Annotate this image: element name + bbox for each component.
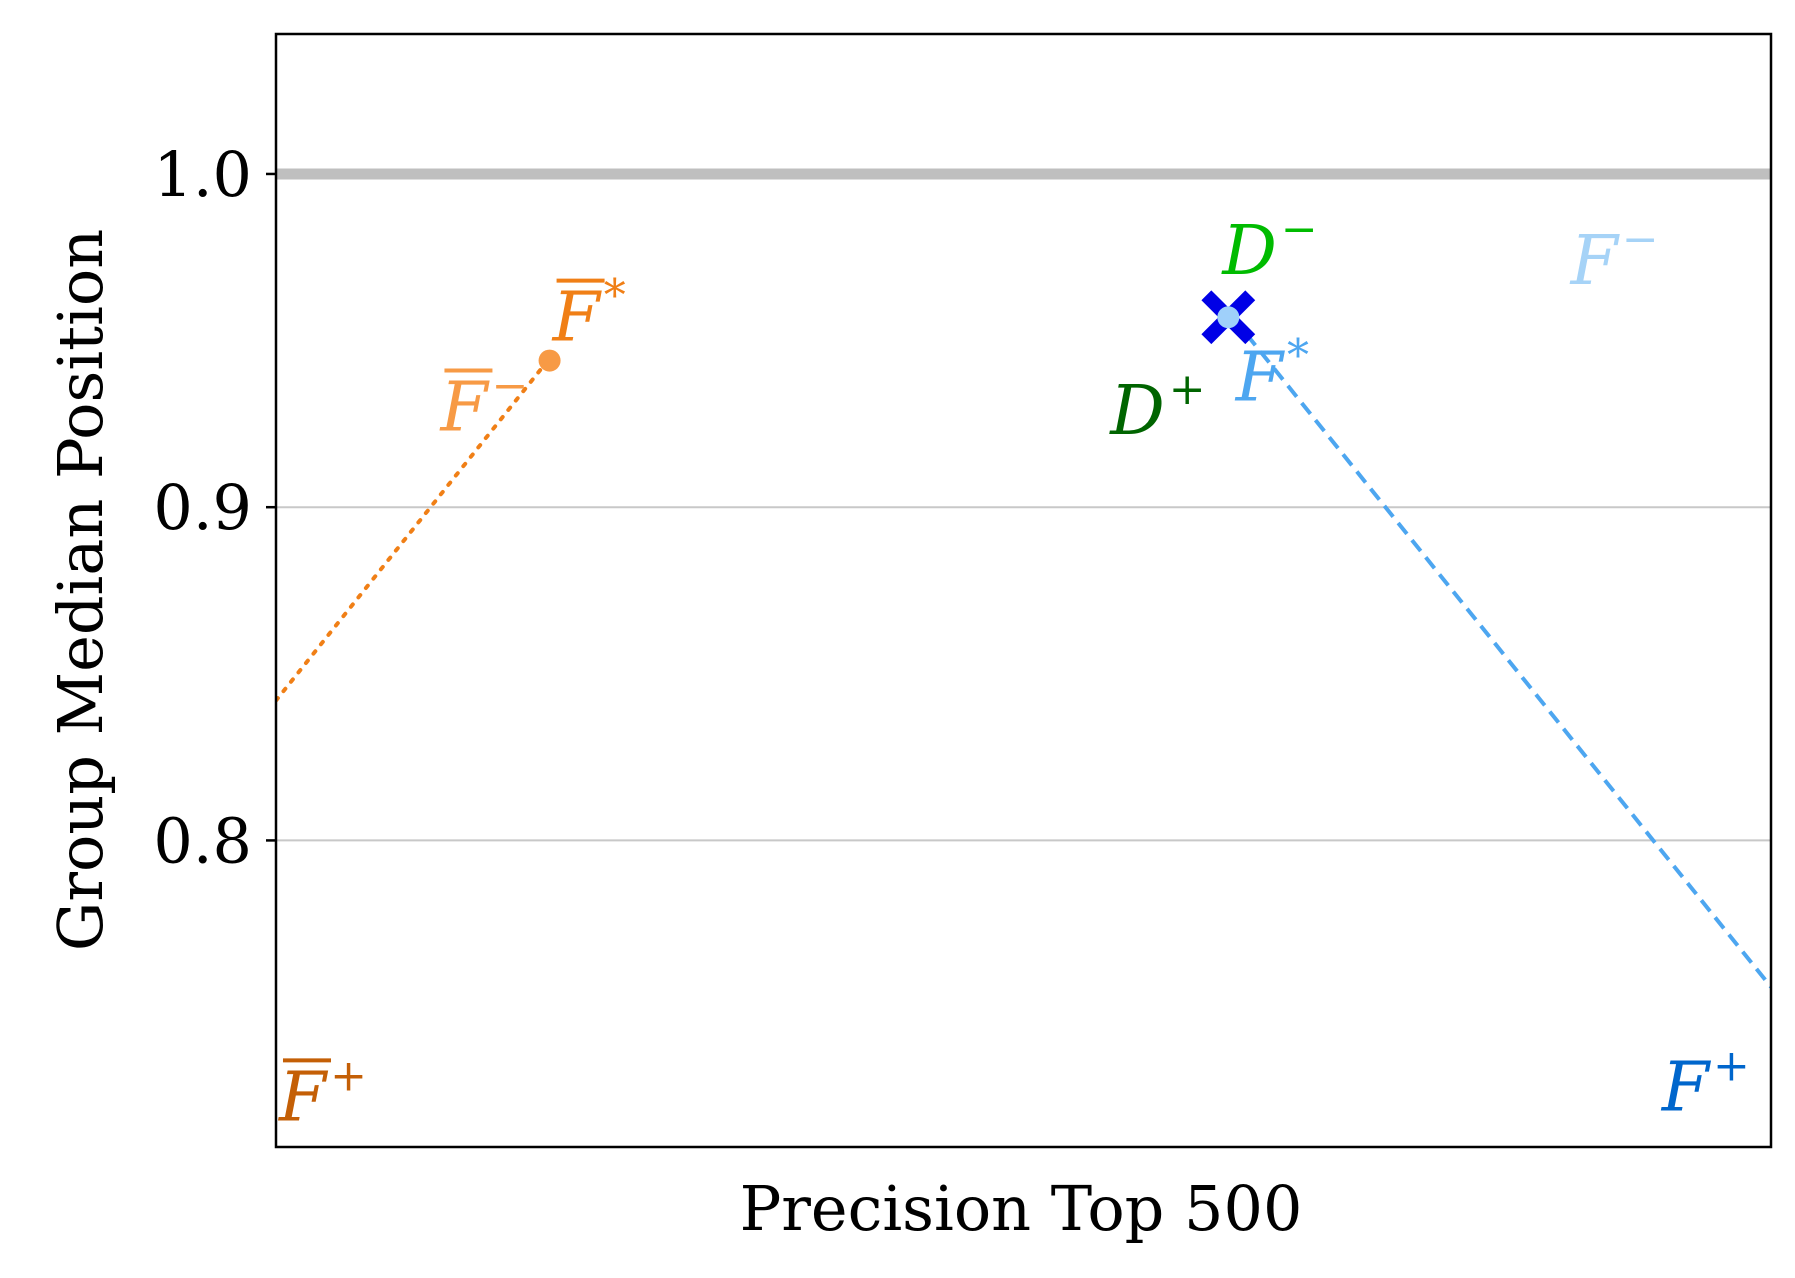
y-tick-label-1.0: 1.0 (153, 138, 252, 211)
annotation-text-4: D+ (1108, 364, 1205, 451)
axes-frame (274, 32, 1773, 1149)
annotation-text-7: F+ (1660, 1040, 1750, 1127)
annotation-text-6: F− (1569, 214, 1659, 301)
annotation-base-1: F (438, 369, 490, 448)
annotation-text-2: F+ (277, 1050, 367, 1137)
annotation-F-1: F− (438, 361, 528, 448)
marker-circle-2 (1217, 306, 1240, 329)
annotation-F-5: F* (1234, 331, 1309, 418)
annotation-text-1: F− (438, 361, 528, 448)
y-axis-label: Group Median Position (44, 229, 117, 951)
series-line-1 (1231, 315, 1771, 989)
annotation-base-7: F (1660, 1048, 1712, 1127)
annotation-D-4: D+ (1108, 364, 1205, 451)
annotation-F-2: F+ (277, 1050, 367, 1137)
annotation-sup-2: + (330, 1050, 367, 1101)
annotation-sup-0: * (604, 271, 626, 322)
annotation-text-0: F* (551, 271, 626, 358)
annotation-D-3: D− (1220, 204, 1317, 291)
annotation-sup-7: + (1713, 1040, 1750, 1091)
annotation-base-4: D (1108, 372, 1165, 451)
annotation-text-5: F* (1234, 331, 1309, 418)
series-line-0 (276, 361, 548, 703)
annotation-F-6: F− (1569, 214, 1659, 301)
marker-circle-0 (538, 349, 561, 372)
annotation-base-2: F (277, 1058, 329, 1137)
plot-inner: F*F−F+D−D+ F*F−F+ (276, 168, 1771, 1137)
y-tick-label-0.9: 0.9 (153, 471, 252, 544)
annotation-sup-4: + (1169, 364, 1206, 415)
annotation-text-3: D− (1220, 204, 1317, 291)
annotation-F-0: F* (551, 271, 626, 358)
annotation-sup-5: * (1287, 331, 1309, 382)
annotation-sup-6: − (1622, 214, 1659, 265)
annotation-base-0: F (551, 279, 603, 358)
annotation-sup-3: − (1281, 204, 1318, 255)
x-axis-label: Precision Top 500 (740, 1172, 1303, 1245)
plot-area: F*F−F+D−D+ F*F−F+0.80.91.0 (153, 32, 1773, 1149)
annotation-base-5: F (1234, 339, 1286, 418)
annotation-base-6: F (1569, 222, 1621, 301)
annotation-base-3: D (1220, 212, 1277, 291)
annotation-sup-1: − (492, 361, 529, 412)
annotation-F-7: F+ (1660, 1040, 1750, 1127)
y-tick-label-0.8: 0.8 (153, 804, 252, 877)
